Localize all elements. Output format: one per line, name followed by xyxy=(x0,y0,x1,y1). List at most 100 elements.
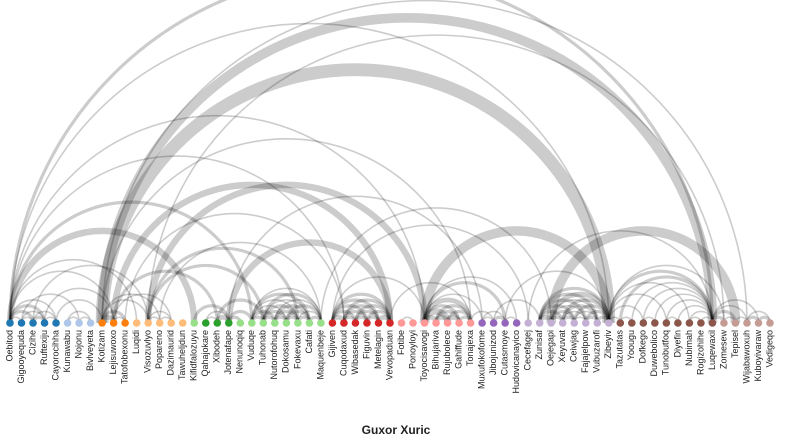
node-marker xyxy=(6,319,14,327)
node-marker xyxy=(224,319,233,327)
arc-link xyxy=(607,269,715,324)
node-label: Metelagin xyxy=(373,330,383,369)
arc-link xyxy=(331,224,529,324)
arc-link xyxy=(250,292,311,324)
node-label: Fajajelpow xyxy=(580,330,590,374)
arc-link xyxy=(654,293,714,324)
arc-link xyxy=(561,310,587,324)
node-label: Luqewaxil xyxy=(707,330,717,370)
arc-link xyxy=(261,304,300,324)
node-label: Vedigeqo xyxy=(764,330,774,368)
arc-link xyxy=(101,0,748,324)
node-marker xyxy=(259,319,268,327)
node-marker xyxy=(570,319,579,327)
node-label: Cutasmoye xyxy=(500,330,510,376)
arc-link xyxy=(9,155,345,324)
node-label: Muxufokofome xyxy=(476,330,486,389)
node-label: Ruftexiju xyxy=(39,330,49,365)
node-label: Yoougu xyxy=(626,330,636,360)
arc-link xyxy=(20,293,80,324)
node-label: Kifidfalozuyu xyxy=(189,330,199,381)
arc-link xyxy=(204,310,230,324)
node-label: Luqidi xyxy=(131,330,141,354)
node-marker xyxy=(466,319,475,327)
node-marker xyxy=(98,319,106,327)
arc-link xyxy=(9,115,426,324)
arc-link xyxy=(227,310,254,324)
node-label: Rogizohihe xyxy=(695,330,705,375)
node-label: Nutorofohuq xyxy=(269,330,279,380)
arc-link xyxy=(251,299,299,324)
arc-link xyxy=(32,264,149,324)
arc-link xyxy=(101,137,472,324)
node-label: Dazimaurid xyxy=(166,330,176,376)
node-marker xyxy=(374,319,383,327)
arc-link xyxy=(434,304,473,324)
node-label: Ceiwjag xyxy=(569,330,579,362)
node-marker xyxy=(155,319,164,327)
node-label: Tatofobexonu xyxy=(120,330,130,384)
arc-link xyxy=(342,309,369,324)
arc-link xyxy=(434,310,461,324)
node-label: Nojonu xyxy=(73,330,83,359)
node-marker xyxy=(386,319,394,327)
node-marker xyxy=(328,319,337,327)
arc-link xyxy=(538,304,576,324)
arc-link xyxy=(665,299,714,324)
arc-link xyxy=(607,293,668,324)
node-label: Ponoyloyi xyxy=(407,330,417,369)
arc-link xyxy=(110,181,394,324)
node-marker xyxy=(109,319,118,327)
node-label: Zibeyiv xyxy=(603,330,613,359)
node-label: Cayorocihha xyxy=(50,330,60,381)
arc-link xyxy=(8,304,47,324)
arc-link xyxy=(389,281,472,324)
node-label: Fokevaxu xyxy=(292,330,302,369)
arc-link xyxy=(330,304,369,324)
node-marker xyxy=(420,319,429,327)
arc-link xyxy=(284,304,323,324)
node-label: Lejisuwoxo xyxy=(108,330,118,375)
arc-link xyxy=(688,310,714,324)
arc-link xyxy=(607,264,725,324)
node-label: Kunawabu xyxy=(62,330,72,373)
node-label: Bihujariva xyxy=(430,330,440,370)
arc-link xyxy=(215,298,265,324)
node-label: Jibojunizod xyxy=(488,330,498,375)
node-marker xyxy=(340,319,348,327)
arc-link xyxy=(561,304,599,324)
node-label: Tazutatas xyxy=(615,330,625,369)
arc-link xyxy=(546,226,741,324)
node-label: Wijabawoxuh xyxy=(741,330,751,384)
arc-link xyxy=(95,63,616,324)
arc-link xyxy=(146,246,300,324)
node-marker xyxy=(132,319,141,327)
node-marker xyxy=(178,319,187,327)
arc-link xyxy=(631,281,714,324)
arc-link xyxy=(6,227,198,324)
node-label: Zomesew xyxy=(718,330,728,370)
arc-link xyxy=(8,310,35,324)
node-marker xyxy=(351,319,360,327)
node-marker xyxy=(17,319,26,327)
node-label: Visozuvlyo xyxy=(143,330,153,373)
arc-link xyxy=(147,34,725,324)
arc-link xyxy=(550,304,587,324)
arc-link xyxy=(97,13,718,324)
node-marker xyxy=(628,319,636,327)
arc-link xyxy=(538,298,588,324)
arc-link xyxy=(538,286,611,324)
node-marker xyxy=(685,319,694,327)
node-label: Gijiven xyxy=(327,330,337,358)
arc-link xyxy=(20,310,46,324)
arc-link xyxy=(9,270,115,324)
arc-link xyxy=(538,292,599,324)
node-marker xyxy=(409,319,417,327)
arc-link xyxy=(9,258,138,324)
arc-link xyxy=(353,310,381,324)
arc-link xyxy=(422,297,474,324)
node-marker xyxy=(363,319,371,327)
arc-link xyxy=(251,287,322,324)
arc-link xyxy=(8,200,254,324)
